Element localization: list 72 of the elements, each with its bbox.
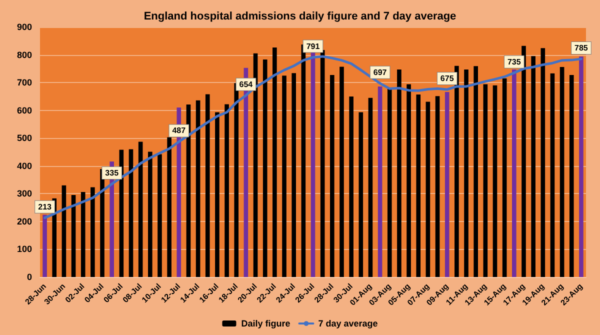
bar [196, 100, 200, 277]
bar [205, 94, 210, 277]
bar [234, 83, 239, 277]
y-tick-label: 100 [16, 244, 32, 254]
bar [426, 102, 430, 277]
bar [80, 192, 86, 277]
bar [474, 66, 478, 277]
bar [416, 94, 421, 277]
bar [301, 44, 306, 277]
bar [310, 50, 316, 277]
bar [272, 48, 277, 277]
bar [368, 98, 373, 277]
bar [560, 67, 564, 277]
bar [550, 73, 555, 277]
y-tick-label: 800 [16, 50, 32, 60]
data-label: 785 [574, 43, 588, 52]
bar [483, 84, 488, 277]
legend-label: 7 day average [318, 318, 378, 328]
data-label: 487 [172, 126, 186, 136]
bar [167, 137, 172, 277]
y-tick-label: 900 [16, 22, 32, 32]
y-tick-label: 200 [16, 216, 32, 226]
data-label: 735 [507, 57, 522, 66]
bar [464, 70, 468, 277]
y-tick-label: 300 [16, 188, 32, 199]
bar [540, 48, 546, 277]
bar [71, 195, 76, 277]
bar [502, 78, 507, 277]
bar [349, 96, 354, 277]
bar [42, 214, 47, 277]
data-label: 675 [440, 74, 454, 83]
y-tick-label: 600 [16, 105, 32, 116]
bar [569, 75, 574, 277]
data-label: 697 [373, 68, 388, 77]
bar [128, 149, 134, 277]
bar [262, 60, 268, 277]
chart-title: England hospital admissions daily figure and 7 day average [144, 10, 456, 22]
data-label: 213 [38, 202, 52, 212]
bar [579, 56, 584, 277]
bar [90, 187, 95, 277]
data-label: 791 [306, 42, 320, 51]
bar [330, 75, 334, 277]
y-tick-label: 700 [16, 78, 32, 88]
bar [435, 96, 440, 277]
bar [378, 86, 382, 277]
bar [512, 70, 516, 277]
bar [340, 66, 344, 277]
bar [224, 104, 229, 277]
bar [320, 50, 325, 277]
bar [492, 85, 498, 277]
bar [292, 73, 296, 277]
bar [397, 70, 402, 277]
bar [406, 84, 411, 277]
y-tick-label: 500 [16, 133, 32, 144]
data-label: 335 [105, 168, 120, 178]
y-tick-label: 400 [16, 160, 32, 171]
bar [454, 66, 459, 277]
bar [387, 88, 392, 277]
bar [531, 56, 536, 277]
bar [358, 112, 364, 277]
bar [100, 168, 104, 277]
bar [62, 185, 66, 277]
bar [215, 112, 220, 277]
data-label: 654 [239, 80, 254, 89]
legend-label: Daily figure [241, 318, 290, 328]
bar [138, 142, 143, 277]
y-tick-label: 0 [26, 272, 32, 282]
bar [444, 92, 450, 277]
bar [522, 46, 526, 277]
bar [282, 76, 286, 277]
bar [158, 154, 162, 277]
bar [148, 152, 152, 277]
